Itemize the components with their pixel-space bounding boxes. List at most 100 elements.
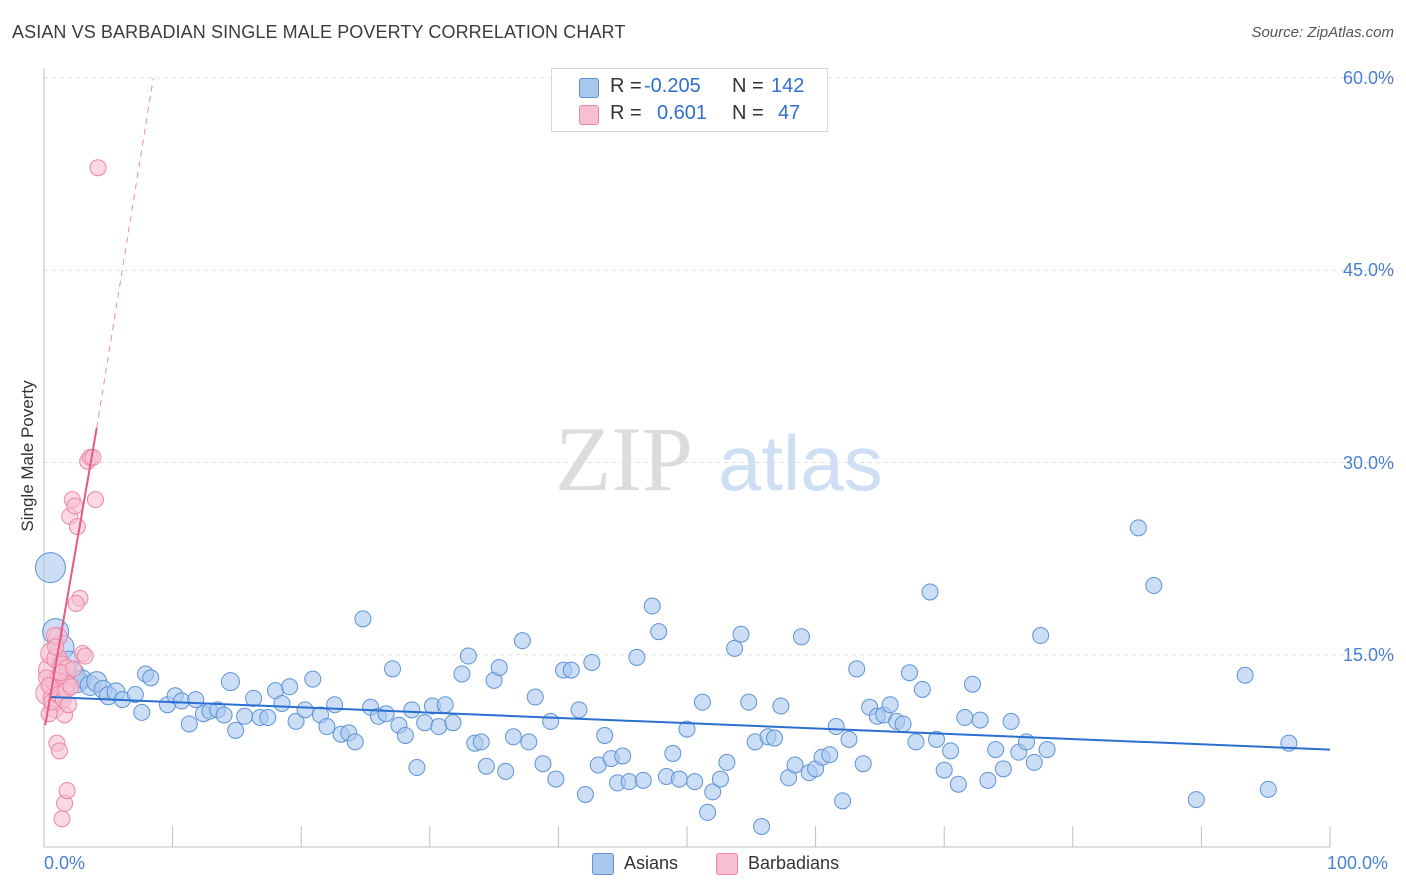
asian-point (436, 696, 454, 714)
barbadian-trend-line (44, 427, 98, 726)
asian-point (765, 729, 783, 747)
asian-point (614, 747, 632, 765)
asian-point (718, 753, 736, 771)
asian-point (562, 661, 580, 679)
asian-point (963, 675, 981, 693)
asian-point (281, 678, 299, 696)
asian-point (854, 755, 872, 773)
asian-point (994, 760, 1012, 778)
asian-point (987, 741, 1005, 759)
asian-point (354, 610, 372, 628)
legend-r-label: R = (610, 102, 642, 124)
asian-point (326, 696, 344, 714)
trend-layer (44, 77, 1331, 751)
asian-point (634, 771, 652, 789)
asian-point (711, 770, 729, 788)
asian-point (477, 757, 495, 775)
asian-point (971, 711, 989, 729)
asian-point (927, 730, 945, 748)
asian-point (834, 792, 852, 810)
asian-point (346, 733, 364, 751)
asian-point (699, 803, 717, 821)
asian-point (650, 623, 668, 641)
asian-point (453, 665, 471, 683)
asian-point (396, 726, 414, 744)
asian-point (772, 697, 790, 715)
barbadian-point (62, 678, 80, 696)
asian-point (935, 761, 953, 779)
barbadian-point (53, 810, 71, 828)
asian-point (678, 720, 696, 738)
asian-point (821, 746, 839, 764)
legend-n-label: N = (732, 75, 764, 97)
asian-point (245, 689, 263, 707)
asian-point (236, 707, 254, 725)
watermark-atlas: atlas (718, 419, 883, 507)
legend-n-value: 142 (771, 75, 805, 97)
source-label: Source: ZipAtlas.com (1251, 24, 1394, 41)
asian-point (956, 709, 974, 727)
legend-swatch-asians (579, 78, 599, 98)
asian-point (913, 680, 931, 698)
asian-point (296, 701, 314, 719)
barbadian-point (67, 594, 85, 612)
asian-point (542, 712, 560, 730)
asian-point (416, 714, 434, 732)
asian-point (686, 773, 704, 791)
asian-point (133, 703, 151, 721)
asian-point (628, 648, 646, 666)
asian-point (753, 817, 771, 835)
legend-row-asians: R = -0.205 N = 142 (552, 75, 827, 99)
asian-point (848, 660, 866, 678)
barbadian-point (76, 647, 94, 665)
asian-points (34, 519, 1298, 835)
asian-point (259, 709, 277, 727)
barbadian-point (66, 497, 84, 515)
y-tick-label: 45.0% (1342, 260, 1394, 281)
asian-point (534, 755, 552, 773)
asian-point (786, 756, 804, 774)
asian-point (576, 785, 594, 803)
grid-layer (44, 77, 1392, 656)
asian-point (490, 659, 508, 677)
asian-point (921, 583, 939, 601)
y-tick-label: 15.0% (1342, 644, 1394, 665)
asian-point (1038, 741, 1056, 759)
asian-point (1002, 712, 1020, 730)
asian-point (596, 726, 614, 744)
asian-point (142, 669, 160, 687)
asian-point (287, 712, 305, 730)
watermark-zip: ZIP (555, 408, 693, 510)
asian-point (693, 693, 711, 711)
bottom-legend-label-barbadians: Barbadians (748, 853, 840, 873)
barbadian-point (68, 518, 86, 536)
asian-point (840, 730, 858, 748)
legend-swatch-barbadians (579, 105, 599, 125)
asian-point (227, 721, 245, 739)
bottom-legend-label-asians: Asians (624, 853, 679, 873)
y-tick-label: 30.0% (1342, 452, 1394, 473)
asian-point (403, 701, 421, 719)
asian-point (513, 632, 531, 650)
asian-point (583, 653, 601, 671)
asian-point (1187, 791, 1205, 809)
chart-title: ASIAN VS BARBADIAN SINGLE MALE POVERTY C… (12, 22, 626, 42)
y-tick-label: 60.0% (1342, 68, 1394, 88)
legend-n-label: N = (732, 102, 764, 124)
barbadian-point (89, 159, 107, 177)
asian-point (570, 701, 588, 719)
asian-point (792, 628, 810, 646)
barbadian-points (35, 159, 107, 828)
asian-point (740, 693, 758, 711)
asian-point (643, 597, 661, 615)
watermark: ZIP atlas (555, 408, 883, 510)
asian-point (520, 733, 538, 751)
asian-point (187, 691, 205, 709)
barbadian-point (47, 638, 65, 656)
bottom-legend-swatch-barbadians (716, 853, 738, 875)
asian-point (220, 672, 240, 692)
asian-point (444, 714, 462, 732)
asian-point (408, 759, 426, 777)
asian-point (732, 625, 750, 643)
